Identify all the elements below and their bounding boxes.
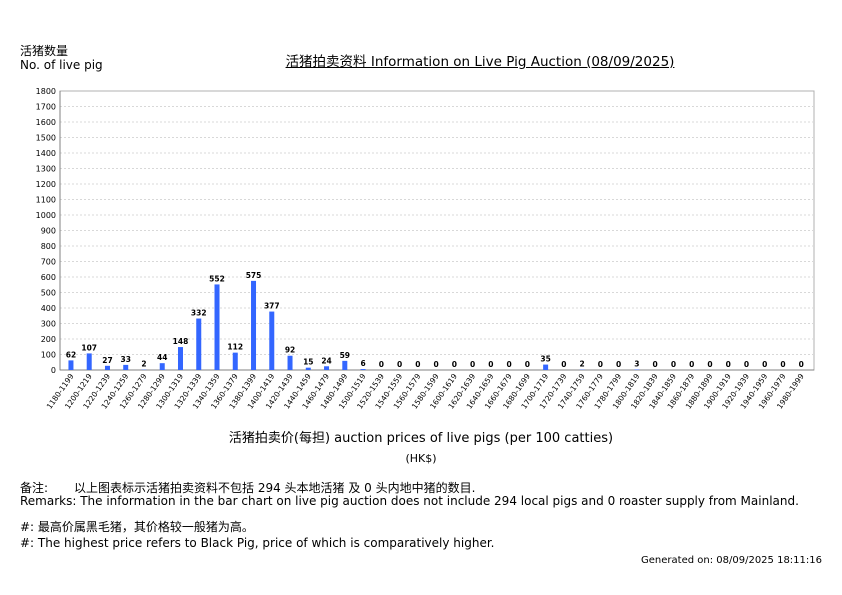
bar-chart: 0100200300400500600700800900100011001200… (36, 87, 815, 411)
y-tick-label: 100 (41, 351, 56, 360)
bar-value-label: 35 (540, 355, 550, 364)
bar-value-label: 377 (264, 302, 280, 311)
bar-value-label: 0 (415, 360, 420, 369)
bar (287, 355, 293, 370)
y-tick-label: 1500 (36, 134, 56, 143)
bar-value-label: 0 (616, 360, 621, 369)
bar-value-label: 33 (121, 355, 131, 364)
highest-price-note-en: #: The highest price refers to Black Pig… (20, 536, 495, 550)
bar-value-label: 59 (340, 351, 350, 360)
y-tick-label: 200 (41, 335, 56, 344)
bar (360, 369, 366, 370)
y-tick-label: 1200 (36, 180, 56, 189)
bar-value-label: 62 (66, 350, 76, 359)
bar-value-label: 0 (689, 360, 694, 369)
bar-value-label: 0 (653, 360, 658, 369)
bar-value-label: 0 (799, 360, 804, 369)
bar (214, 284, 220, 370)
bar-value-label: 112 (227, 343, 243, 352)
bar-value-label: 0 (452, 360, 457, 369)
y-tick-label: 600 (41, 273, 56, 282)
bar-value-label: 0 (507, 360, 512, 369)
bar-value-label: 0 (470, 360, 475, 369)
y-tick-label: 900 (41, 227, 56, 236)
bar (269, 311, 275, 370)
bar (305, 367, 311, 370)
bar (68, 360, 74, 370)
bar-value-label: 0 (726, 360, 731, 369)
bar (86, 353, 92, 370)
bar-value-label: 27 (102, 356, 112, 365)
x-axis-unit: (HK$) (405, 452, 437, 465)
highest-price-note-zh: #: 最高价属黑毛猪，其价格较一般猪为高。 (20, 520, 254, 534)
y-tick-label: 1000 (36, 211, 56, 220)
y-tick-label: 1800 (36, 87, 56, 96)
y-tick-label: 1600 (36, 118, 56, 127)
y-tick-label: 300 (41, 320, 56, 329)
bar-value-label: 0 (433, 360, 438, 369)
chart-title: 活猪拍卖资料 Information on Live Pig Auction (… (285, 54, 675, 70)
y-tick-label: 800 (41, 242, 56, 251)
bar-value-label: 0 (488, 360, 493, 369)
bar (123, 364, 129, 370)
bar-value-label: 92 (285, 346, 295, 355)
y-axis-label-zh: 活猪数量 (20, 44, 69, 58)
bar (342, 360, 348, 370)
generated-timestamp: Generated on: 08/09/2025 18:11:16 (641, 555, 822, 566)
bar-value-label: 0 (525, 360, 530, 369)
bar-value-label: 44 (157, 353, 167, 362)
bar-value-label: 2 (580, 360, 585, 369)
bar-value-label: 15 (303, 358, 313, 367)
remarks-label-zh: 备注: (20, 481, 49, 495)
bar (232, 352, 238, 370)
bar-value-label: 0 (561, 360, 566, 369)
bar-value-label: 0 (707, 360, 712, 369)
y-tick-label: 0 (51, 366, 56, 375)
bar-value-label: 6 (360, 359, 365, 368)
y-tick-label: 400 (41, 304, 56, 313)
y-tick-label: 1100 (36, 196, 56, 205)
y-tick-label: 500 (41, 289, 56, 298)
y-tick-label: 1300 (36, 165, 56, 174)
bar-value-label: 332 (191, 309, 207, 318)
bar-value-label: 575 (246, 271, 262, 280)
bar-value-label: 24 (321, 356, 331, 365)
bar-value-label: 2 (141, 360, 146, 369)
y-tick-label: 1400 (36, 149, 56, 158)
bar (196, 318, 202, 370)
bar-value-label: 0 (762, 360, 767, 369)
bar (177, 347, 183, 370)
y-tick-label: 1700 (36, 103, 56, 112)
bar-value-label: 0 (397, 360, 402, 369)
remarks-text-en: Remarks: The information in the bar char… (20, 494, 799, 508)
bar (251, 280, 257, 370)
bar-value-label: 0 (780, 360, 785, 369)
bar-value-label: 552 (209, 274, 225, 283)
y-axis-label-en: No. of live pig (20, 58, 103, 72)
bar-value-label: 0 (379, 360, 384, 369)
x-axis-label: 活猪拍卖价(每担) auction prices of live pigs (p… (228, 431, 614, 446)
bar (324, 366, 330, 370)
bar (159, 363, 165, 370)
remarks-text-zh: 以上图表标示活猪拍卖资料不包括 294 头本地活猪 及 0 头内地中猪的数目. (74, 481, 476, 495)
bar-value-label: 107 (81, 343, 97, 352)
bar-value-label: 148 (173, 337, 189, 346)
bar-value-label: 0 (671, 360, 676, 369)
bar-value-label: 0 (744, 360, 749, 369)
bar-value-label: 3 (634, 360, 639, 369)
bar (104, 365, 110, 370)
bar-value-label: 0 (598, 360, 603, 369)
y-tick-label: 700 (41, 258, 56, 267)
bar (543, 364, 549, 370)
